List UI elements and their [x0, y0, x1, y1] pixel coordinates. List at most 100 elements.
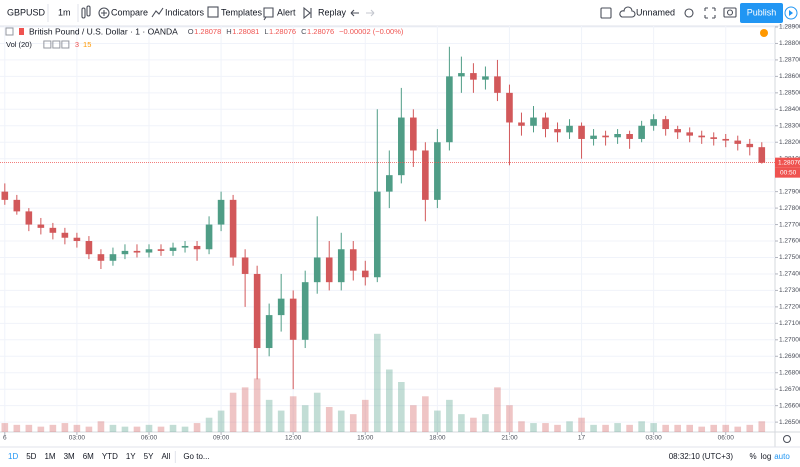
volume-bar	[746, 424, 754, 432]
axis-option[interactable]: log	[761, 452, 772, 461]
volume-bar	[289, 396, 297, 432]
range-button[interactable]: 5Y	[144, 452, 154, 461]
play-button[interactable]	[784, 6, 798, 20]
axis-option[interactable]: %	[749, 452, 756, 461]
axis-option[interactable]: auto	[774, 452, 790, 461]
range-button[interactable]: 3M	[64, 452, 75, 461]
countdown-box	[775, 167, 800, 178]
redo-icon[interactable]	[366, 9, 375, 17]
play-icon	[789, 10, 793, 16]
volume-bar	[193, 423, 201, 432]
templates-icon[interactable]	[207, 6, 219, 18]
volume-bar	[566, 421, 573, 432]
publish-button[interactable]	[740, 3, 783, 23]
y-tick-label: 1.28500	[779, 90, 800, 97]
clock: 08:32:10 (UTC+3)	[669, 452, 734, 461]
y-tick-label: 1.27400	[779, 271, 800, 278]
checkbox[interactable]	[600, 7, 612, 19]
toolbar-button[interactable]: Compare	[111, 7, 148, 17]
candle-body	[710, 137, 718, 139]
pane-button[interactable]	[61, 40, 70, 49]
candle-body	[205, 224, 213, 250]
range-button[interactable]: All	[161, 452, 170, 461]
alert-badge[interactable]	[760, 29, 768, 37]
volume-bar	[97, 421, 105, 432]
bars-icon[interactable]	[81, 7, 86, 19]
replay-icon[interactable]	[303, 6, 312, 20]
candle-body	[758, 147, 766, 163]
range-button[interactable]: YTD	[102, 452, 118, 461]
candle-body	[434, 142, 441, 200]
goto[interactable]: Go to...	[183, 452, 209, 461]
alert-icon[interactable]	[263, 7, 274, 21]
range-button[interactable]: 1M	[44, 452, 55, 461]
indicators-icon[interactable]	[151, 7, 164, 18]
toolbar-button[interactable]: Indicators	[165, 7, 205, 17]
interval[interactable]: 1m	[58, 7, 71, 17]
candle-body	[518, 122, 525, 126]
publish-label[interactable]: Publish	[747, 7, 777, 17]
candle-body	[746, 143, 754, 148]
toolbar-button[interactable]: Templates	[221, 7, 263, 17]
undo-icon[interactable]	[350, 9, 359, 17]
y-tick-label: 1.27900	[779, 188, 800, 195]
candle-body	[734, 140, 742, 144]
candle-body	[566, 125, 573, 133]
candle-body	[325, 257, 333, 283]
candle-body	[722, 138, 730, 141]
toolbar-button[interactable]: Alert	[277, 7, 296, 17]
volume-bar	[217, 410, 225, 432]
candle-body	[398, 117, 405, 176]
settings-icon[interactable]	[684, 8, 694, 18]
candle-body	[373, 191, 381, 278]
volume-bar	[518, 421, 525, 432]
volume-bar	[470, 417, 477, 432]
toolbar	[0, 0, 800, 26]
pane-button[interactable]	[43, 40, 52, 49]
range-button[interactable]: 5D	[26, 452, 36, 461]
layout-name[interactable]: Unnamed	[636, 7, 675, 17]
y-tick-label: 1.28700	[779, 57, 800, 64]
candle-body	[301, 282, 309, 340]
volume-bar	[554, 424, 561, 432]
toolbar-button[interactable]: Replay	[318, 7, 347, 17]
compare-icon[interactable]	[101, 10, 107, 16]
countdown: 00:50	[780, 169, 797, 176]
candle-body	[109, 254, 117, 261]
fullscreen-icon[interactable]	[704, 7, 716, 19]
candle-body	[133, 250, 141, 253]
volume-bar	[530, 423, 537, 432]
camera-icon[interactable]	[723, 7, 737, 18]
y-tick-label: 1.26500	[779, 419, 800, 426]
bars-icon[interactable]	[86, 5, 91, 17]
candle-body	[193, 245, 201, 250]
symbol[interactable]: GBPUSD	[7, 7, 46, 17]
y-tick-label: 1.26600	[779, 402, 800, 409]
legend-title: British Pound / U.S. Dollar · 1 · OANDA	[29, 26, 178, 36]
volume-value: 3	[75, 40, 79, 49]
volume-bar	[301, 405, 309, 432]
ohlc-key: O	[188, 27, 194, 36]
volume-label: Vol (20)	[6, 40, 32, 49]
pane-button[interactable]	[52, 40, 61, 49]
settings-icon[interactable]	[783, 435, 791, 443]
compare-icon[interactable]	[98, 7, 110, 19]
candle-body	[446, 76, 453, 143]
candle-body	[686, 132, 693, 136]
legend-icons	[5, 27, 768, 37]
ohlc-key: L	[264, 27, 268, 36]
volume-bar	[145, 424, 153, 432]
volume-bar	[349, 414, 357, 432]
y-tick-label: 1.27600	[779, 238, 800, 245]
camera-icon[interactable]	[726, 9, 734, 16]
range-button[interactable]: 6M	[83, 452, 94, 461]
volume-bar	[710, 424, 718, 432]
candle-body	[361, 270, 369, 278]
candle-body	[121, 250, 129, 255]
collapse-icon[interactable]	[5, 27, 14, 36]
cloud-icon[interactable]	[619, 6, 636, 18]
volume-bar	[674, 424, 681, 432]
candle-body	[590, 135, 597, 139]
range-button[interactable]: 1Y	[126, 452, 136, 461]
range-button[interactable]: 1D	[8, 452, 18, 461]
